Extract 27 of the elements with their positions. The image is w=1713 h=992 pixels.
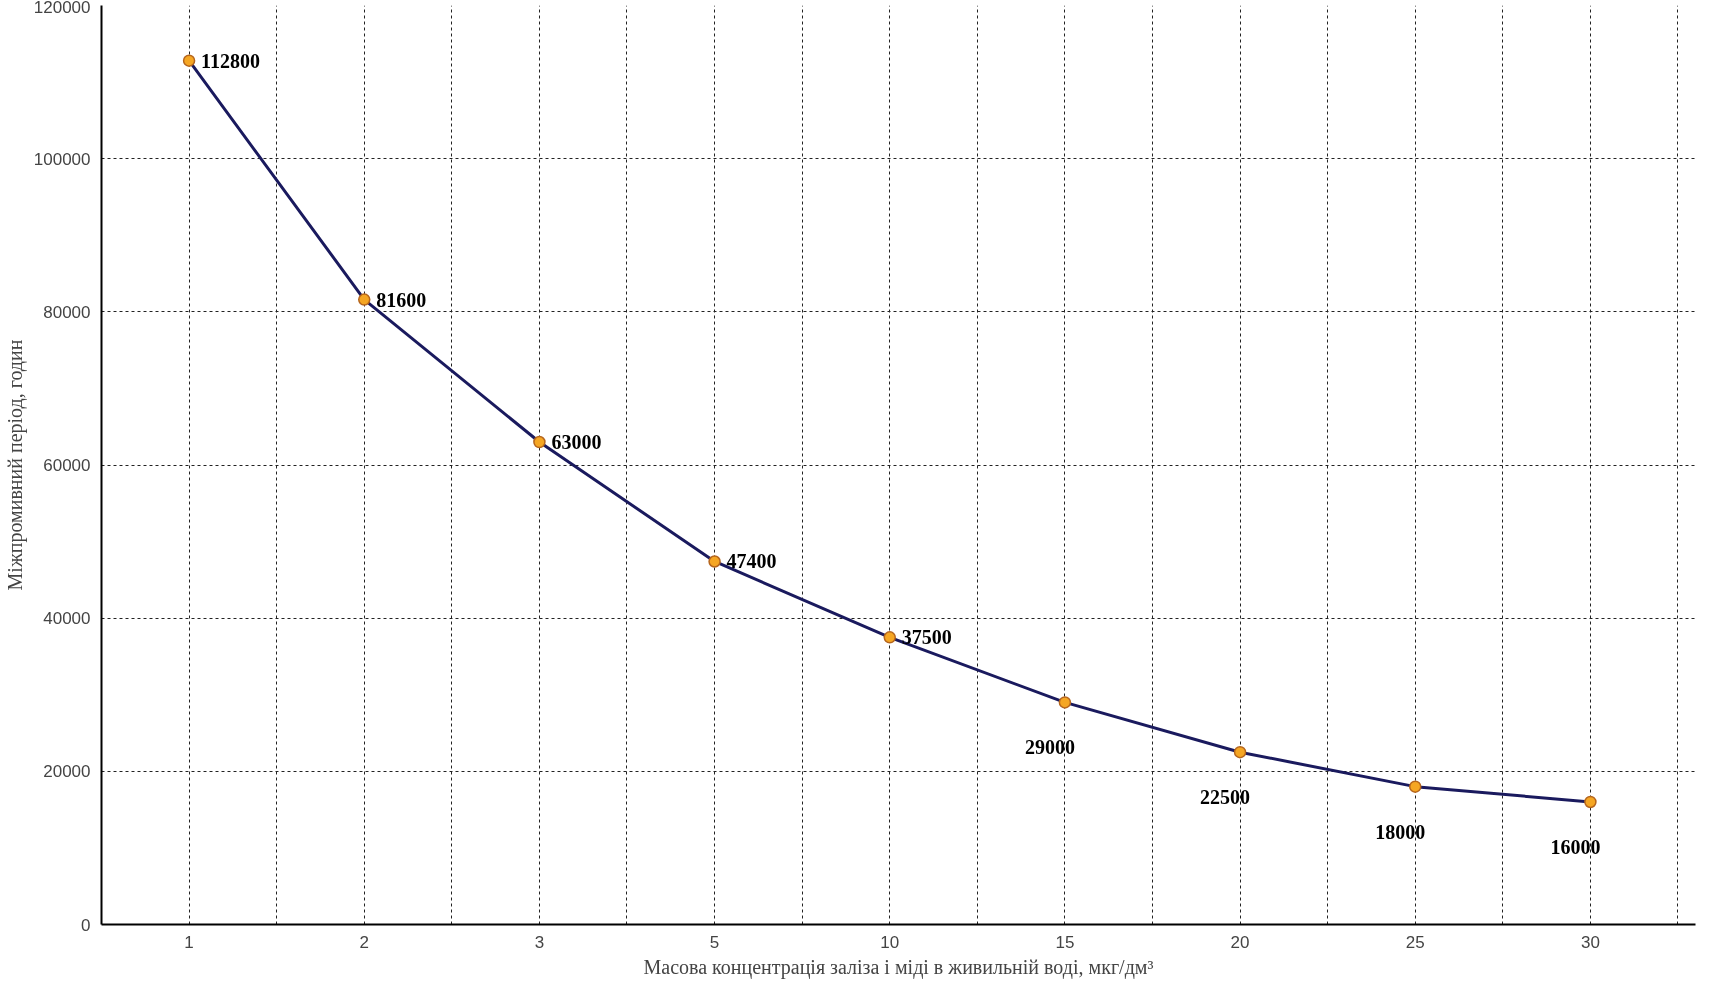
y-axis-title: Міжпромивний період, годин — [3, 339, 27, 591]
data-label: 18000 — [1375, 820, 1426, 843]
x-tick-label: 20 — [1230, 932, 1250, 952]
x-tick-label: 1 — [184, 932, 194, 952]
x-tick-label: 10 — [880, 932, 900, 952]
x-tick-label: 15 — [1055, 932, 1075, 952]
x-tick-label: 5 — [709, 932, 720, 952]
data-label: 63000 — [551, 431, 602, 454]
data-label: 22500 — [1200, 786, 1251, 809]
y-tick-label: 20000 — [43, 762, 91, 782]
y-tick-label: 120000 — [33, 0, 91, 17]
data-label: 37500 — [901, 626, 952, 649]
y-tick-label: 80000 — [43, 302, 91, 322]
data-label: 29000 — [1024, 736, 1075, 759]
data-label: 112800 — [201, 49, 260, 72]
x-tick-label: 2 — [359, 932, 369, 952]
x-tick-label: 3 — [534, 932, 545, 952]
data-label: 16000 — [1550, 835, 1601, 858]
data-label: 47400 — [726, 550, 777, 573]
y-tick-label: 60000 — [43, 456, 91, 475]
x-tick-label: 30 — [1580, 932, 1600, 952]
x-tick-label: 25 — [1405, 932, 1425, 952]
y-tick-label: 40000 — [43, 609, 91, 629]
y-tick-label: 100000 — [33, 149, 91, 169]
y-tick-label: 0 — [81, 915, 91, 935]
x-axis-title: Масова концентрація заліза і міді в живильній воді, мкг/дм³ — [643, 955, 1154, 979]
data-label: 81600 — [376, 288, 427, 311]
